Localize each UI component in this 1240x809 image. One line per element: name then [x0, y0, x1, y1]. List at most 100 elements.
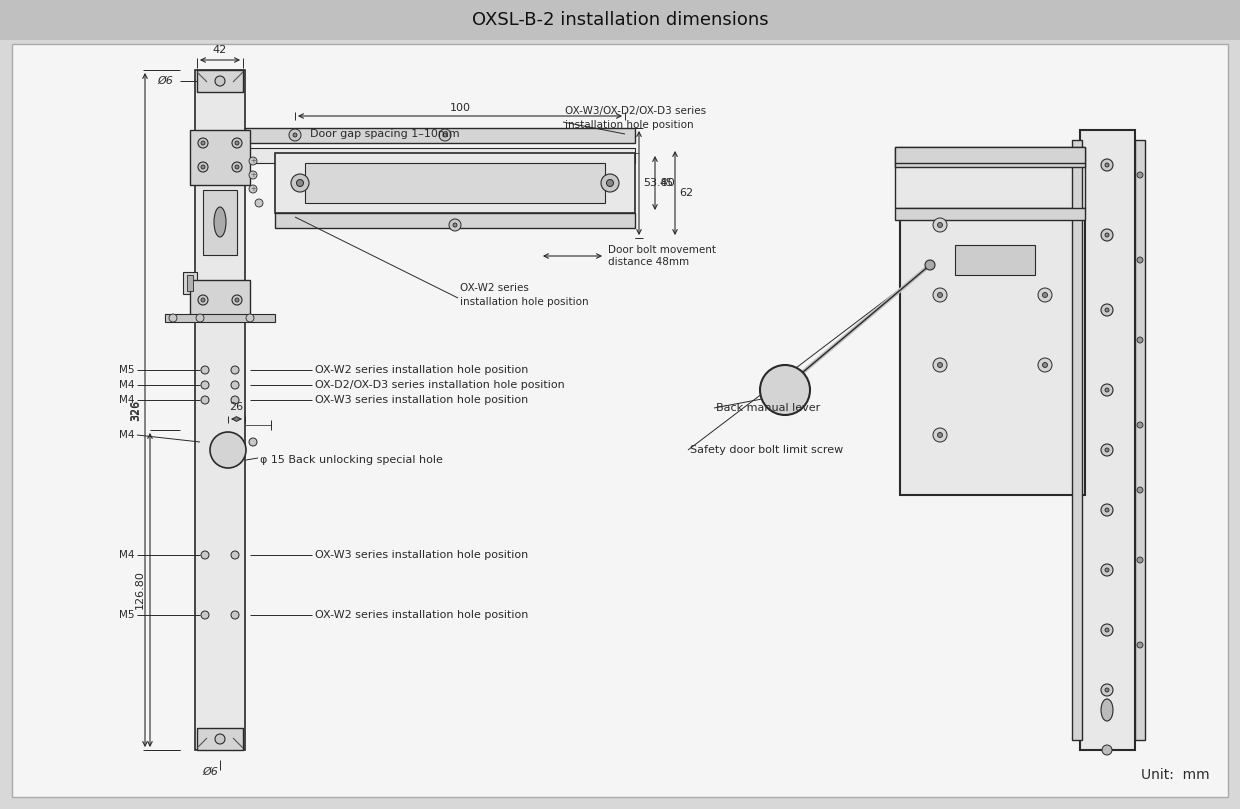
Circle shape [201, 551, 210, 559]
Bar [1080, 130, 1135, 750]
Bar [305, 163, 605, 203]
Text: 42: 42 [213, 45, 227, 55]
Text: 62: 62 [680, 188, 693, 198]
Text: 326: 326 [130, 400, 140, 421]
Circle shape [249, 157, 257, 165]
Circle shape [932, 218, 947, 232]
Circle shape [169, 314, 177, 322]
Text: OX-W3 series installation hole position: OX-W3 series installation hole position [315, 550, 528, 560]
Bar [275, 213, 635, 228]
Circle shape [1101, 229, 1114, 241]
Circle shape [210, 432, 246, 468]
Circle shape [1105, 163, 1109, 167]
Text: 326: 326 [131, 400, 141, 421]
Circle shape [201, 141, 205, 145]
Circle shape [1105, 568, 1109, 572]
Circle shape [232, 295, 242, 305]
Circle shape [1101, 384, 1114, 396]
Circle shape [231, 551, 239, 559]
Circle shape [1137, 172, 1143, 178]
Circle shape [255, 199, 263, 207]
Circle shape [231, 381, 239, 389]
Circle shape [249, 171, 257, 179]
Circle shape [231, 396, 239, 404]
Ellipse shape [1101, 699, 1114, 721]
Bar [275, 153, 635, 213]
Bar [1073, 140, 1083, 740]
Text: OX-W2 series
installation hole position: OX-W2 series installation hole position [460, 283, 589, 307]
Bar [197, 728, 243, 750]
Text: Door bolt movement
distance 48mm: Door bolt movement distance 48mm [608, 245, 715, 267]
Circle shape [296, 180, 304, 187]
Text: 45: 45 [658, 178, 673, 188]
Circle shape [1043, 293, 1048, 298]
Circle shape [1101, 684, 1114, 696]
Bar [203, 190, 237, 255]
Circle shape [932, 288, 947, 302]
Circle shape [932, 358, 947, 372]
Text: OX-W2 series installation hole position: OX-W2 series installation hole position [315, 610, 528, 620]
Bar [190, 130, 250, 185]
Circle shape [201, 165, 205, 169]
Circle shape [215, 76, 224, 86]
Text: OX-D2/OX-D3 series installation hole position: OX-D2/OX-D3 series installation hole pos… [315, 380, 564, 390]
Circle shape [246, 314, 254, 322]
Text: +: + [250, 186, 255, 192]
Circle shape [1101, 444, 1114, 456]
Circle shape [1105, 688, 1109, 692]
Bar [184, 272, 197, 294]
Circle shape [1101, 624, 1114, 636]
Bar [197, 70, 243, 92]
Circle shape [443, 133, 446, 137]
Circle shape [1102, 745, 1112, 755]
Text: +: + [250, 158, 255, 164]
Circle shape [1137, 257, 1143, 263]
Circle shape [1137, 557, 1143, 563]
Circle shape [231, 366, 239, 374]
Ellipse shape [215, 207, 226, 237]
Circle shape [201, 396, 210, 404]
Circle shape [1105, 448, 1109, 452]
Circle shape [1101, 159, 1114, 171]
Bar [895, 147, 1085, 163]
Text: 53.80: 53.80 [644, 178, 675, 188]
Circle shape [198, 162, 208, 172]
Text: +: + [250, 172, 255, 178]
Circle shape [1137, 487, 1143, 493]
Text: M4: M4 [119, 430, 135, 440]
Circle shape [1101, 504, 1114, 516]
Circle shape [1105, 508, 1109, 512]
Bar [195, 70, 246, 750]
Circle shape [215, 734, 224, 744]
Circle shape [249, 185, 257, 193]
Circle shape [1105, 628, 1109, 632]
Circle shape [937, 293, 942, 298]
Bar [0, 0, 1240, 40]
Circle shape [289, 129, 301, 141]
Bar [900, 165, 1085, 495]
Circle shape [1137, 422, 1143, 428]
Circle shape [201, 611, 210, 619]
Circle shape [449, 219, 461, 231]
Circle shape [439, 129, 451, 141]
Circle shape [201, 298, 205, 302]
Circle shape [925, 260, 935, 270]
Text: Safety door bolt limit screw: Safety door bolt limit screw [689, 445, 843, 455]
Circle shape [601, 174, 619, 192]
Circle shape [291, 174, 309, 192]
Circle shape [1038, 288, 1052, 302]
Circle shape [232, 138, 242, 148]
Text: M4: M4 [119, 395, 135, 405]
Circle shape [236, 141, 239, 145]
Circle shape [293, 133, 298, 137]
Circle shape [198, 138, 208, 148]
Text: Ø6: Ø6 [202, 767, 218, 777]
Text: OX-W2 series installation hole position: OX-W2 series installation hole position [315, 365, 528, 375]
Text: Ø6: Ø6 [157, 76, 172, 86]
Text: Unit:  mm: Unit: mm [1141, 768, 1210, 782]
Text: Back manual lever: Back manual lever [715, 403, 820, 413]
Bar [895, 208, 1085, 220]
Circle shape [1101, 564, 1114, 576]
Circle shape [201, 366, 210, 374]
Circle shape [453, 223, 458, 227]
